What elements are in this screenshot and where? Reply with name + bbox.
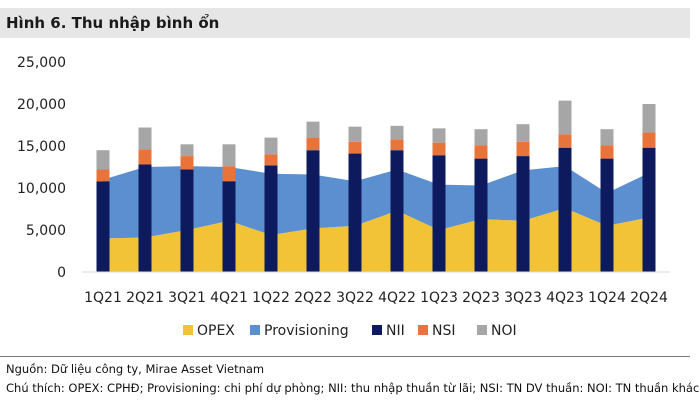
legend-swatch-nsi xyxy=(418,325,428,335)
legend-swatch-nii xyxy=(372,325,382,335)
x-tick-label: 2Q22 xyxy=(294,290,332,306)
area-opex xyxy=(103,208,649,272)
bar-noi-1q21 xyxy=(96,150,110,170)
bar-nsi-4q22 xyxy=(390,139,404,151)
bar-nii-2q24 xyxy=(642,147,656,272)
bar-noi-2q23 xyxy=(474,129,488,146)
y-tick-label: 15,000 xyxy=(17,139,66,155)
x-tick-label: 4Q23 xyxy=(546,290,584,306)
bar-noi-2q24 xyxy=(642,104,656,133)
x-tick-label: 2Q24 xyxy=(630,290,668,306)
bar-nsi-1q24 xyxy=(600,145,614,159)
bar-noi-3q21 xyxy=(180,144,194,157)
legend-label-noi: NOI xyxy=(491,323,517,339)
y-tick-label: 25,000 xyxy=(17,55,66,71)
x-axis: 1Q21 2Q21 3Q21 4Q21 1Q22 2Q22 3Q22 4Q22 1Q23 2Q23… xyxy=(84,290,668,306)
x-tick-label: 2Q21 xyxy=(126,290,164,306)
bar-nii-4q21 xyxy=(222,181,236,272)
y-axis: 0 5,000 10,000 15,000 20,000 25,000 xyxy=(17,55,66,281)
x-tick-label: 4Q22 xyxy=(378,290,416,306)
legend-label-nii: NII xyxy=(386,323,405,339)
legend-label-opex: OPEX xyxy=(197,323,235,339)
bar-nii-3q23 xyxy=(516,156,530,272)
source-note: Nguồn: Dữ liệu công ty, Mirae Asset Viet… xyxy=(6,362,265,376)
bar-nsi-1q23 xyxy=(432,142,446,156)
y-tick-label: 0 xyxy=(57,265,66,281)
x-tick-label: 4Q21 xyxy=(210,290,248,306)
bar-nsi-3q23 xyxy=(516,141,530,157)
bar-noi-2q22 xyxy=(306,121,320,138)
legend-label-nsi: NSI xyxy=(432,323,456,339)
legend-swatch-provisioning xyxy=(250,325,260,335)
footer-divider xyxy=(0,356,690,357)
x-tick-label: 1Q22 xyxy=(252,290,290,306)
bar-nsi-4q21 xyxy=(222,166,236,182)
bar-nsi-2q22 xyxy=(306,137,320,151)
bar-noi-1q23 xyxy=(432,128,446,143)
footnote: Chú thích: OPEX: CPHĐ; Provisioning: chi… xyxy=(6,381,700,395)
x-tick-label: 2Q23 xyxy=(462,290,500,306)
bar-nsi-2q23 xyxy=(474,145,488,159)
legend: OPEX Provisioning NII NSI NOI xyxy=(183,323,517,339)
bar-nsi-2q24 xyxy=(642,132,656,148)
x-tick-label: 1Q21 xyxy=(84,290,122,306)
y-tick-label: 10,000 xyxy=(17,181,66,197)
bar-noi-1q22 xyxy=(264,137,278,155)
bar-noi-2q21 xyxy=(138,127,152,150)
bar-nii-1q22 xyxy=(264,165,278,272)
x-tick-label: 3Q21 xyxy=(168,290,206,306)
bar-nii-1q24 xyxy=(600,158,614,272)
bar-noi-3q23 xyxy=(516,124,530,142)
bar-noi-4q23 xyxy=(558,100,572,135)
bar-nsi-3q21 xyxy=(180,156,194,170)
bar-nsi-4q23 xyxy=(558,134,572,148)
bar-noi-4q22 xyxy=(390,125,404,140)
bar-nii-3q22 xyxy=(348,153,362,272)
bar-nii-4q23 xyxy=(558,147,572,272)
x-tick-label: 1Q23 xyxy=(420,290,458,306)
bar-nii-2q23 xyxy=(474,158,488,272)
legend-label-provisioning: Provisioning xyxy=(264,323,349,339)
figure-title: Hình 6. Thu nhập bình ổn xyxy=(6,14,220,32)
x-tick-label: 3Q22 xyxy=(336,290,374,306)
area-provisioning xyxy=(103,166,649,239)
x-tick-label: 3Q23 xyxy=(504,290,542,306)
bar-noi-1q24 xyxy=(600,129,614,146)
figure-title-bar: Hình 6. Thu nhập bình ổn xyxy=(0,8,690,38)
bar-nii-4q22 xyxy=(390,150,404,272)
y-tick-label: 5,000 xyxy=(26,223,66,239)
bar-nii-3q21 xyxy=(180,169,194,272)
bar-nii-2q21 xyxy=(138,164,152,272)
bar-nii-1q21 xyxy=(96,181,110,272)
bar-noi-3q22 xyxy=(348,126,362,142)
bar-layer xyxy=(96,100,656,272)
bar-nsi-2q21 xyxy=(138,149,152,165)
y-tick-label: 20,000 xyxy=(17,97,66,113)
bar-noi-4q21 xyxy=(222,144,236,167)
bar-nsi-1q21 xyxy=(96,169,110,182)
bar-nii-1q23 xyxy=(432,155,446,272)
bar-nii-2q22 xyxy=(306,150,320,272)
area-layer xyxy=(103,166,649,272)
x-tick-label: 1Q24 xyxy=(588,290,626,306)
bar-nsi-3q22 xyxy=(348,141,362,154)
legend-swatch-opex xyxy=(183,325,193,335)
legend-swatch-noi xyxy=(477,325,487,335)
bar-nsi-1q22 xyxy=(264,154,278,166)
